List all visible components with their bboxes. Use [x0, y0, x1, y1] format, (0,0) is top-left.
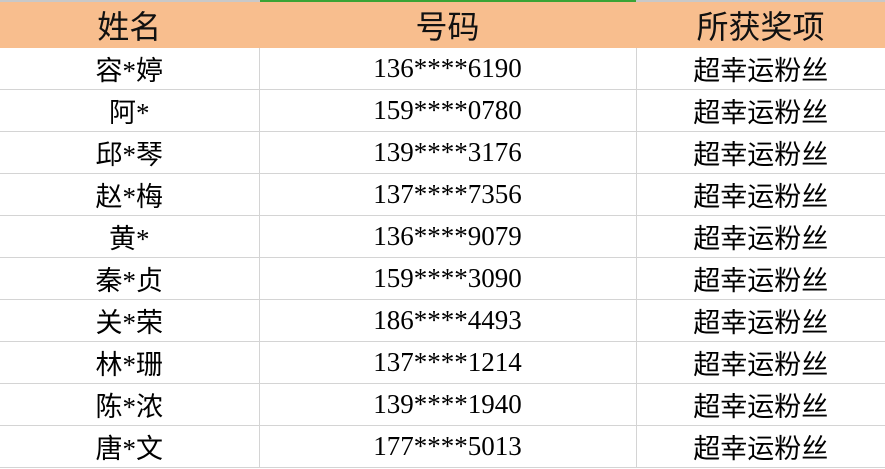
header-row: 姓名 号码 所获奖项 — [0, 2, 885, 48]
cell-award[interactable]: 超幸运粉丝 — [635, 257, 885, 300]
cell-name[interactable]: 阿* — [0, 89, 260, 132]
cell-award[interactable]: 超幸运粉丝 — [635, 425, 885, 468]
cell-name[interactable]: 秦*贞 — [0, 257, 260, 300]
cell-award[interactable]: 超幸运粉丝 — [635, 341, 885, 384]
cell-award[interactable]: 超幸运粉丝 — [635, 383, 885, 426]
cell-award[interactable]: 超幸运粉丝 — [635, 89, 885, 132]
cell-phone[interactable]: 139****1940 — [258, 383, 637, 426]
cell-phone[interactable]: 186****4493 — [258, 299, 637, 342]
table-row: 林*珊 137****1214 超幸运粉丝 — [0, 341, 885, 384]
cell-phone[interactable]: 159****3090 — [258, 257, 637, 300]
header-phone[interactable]: 号码 — [259, 2, 637, 48]
cell-award[interactable]: 超幸运粉丝 — [635, 173, 885, 216]
cell-name[interactable]: 赵*梅 — [0, 173, 260, 216]
table-row: 容*婷 136****6190 超幸运粉丝 — [0, 48, 885, 90]
cell-award[interactable]: 超幸运粉丝 — [635, 215, 885, 258]
cell-phone[interactable]: 136****6190 — [258, 48, 637, 90]
table-row: 关*荣 186****4493 超幸运粉丝 — [0, 299, 885, 342]
cell-name[interactable]: 林*珊 — [0, 341, 260, 384]
cell-phone[interactable]: 137****1214 — [258, 341, 637, 384]
table-row: 阿* 159****0780 超幸运粉丝 — [0, 89, 885, 132]
cell-name[interactable]: 关*荣 — [0, 299, 260, 342]
cell-phone[interactable]: 136****9079 — [258, 215, 637, 258]
cell-award[interactable]: 超幸运粉丝 — [635, 131, 885, 174]
cell-name[interactable]: 黄* — [0, 215, 260, 258]
table-row: 黄* 136****9079 超幸运粉丝 — [0, 215, 885, 258]
table-row: 陈*浓 139****1940 超幸运粉丝 — [0, 383, 885, 426]
header-name[interactable]: 姓名 — [0, 2, 260, 48]
cell-phone[interactable]: 177****5013 — [258, 425, 637, 468]
table-row: 赵*梅 137****7356 超幸运粉丝 — [0, 173, 885, 216]
table-row: 秦*贞 159****3090 超幸运粉丝 — [0, 257, 885, 300]
cell-phone[interactable]: 137****7356 — [258, 173, 637, 216]
cell-phone[interactable]: 139****3176 — [258, 131, 637, 174]
selected-column-indicator — [260, 0, 636, 2]
cell-phone[interactable]: 159****0780 — [258, 89, 637, 132]
cell-award[interactable]: 超幸运粉丝 — [635, 299, 885, 342]
table-body: 容*婷 136****6190 超幸运粉丝 阿* 159****0780 超幸运粉丝 邱*琴… — [0, 48, 885, 468]
cell-name[interactable]: 容*婷 — [0, 48, 260, 90]
cell-name[interactable]: 唐*文 — [0, 425, 260, 468]
header-award[interactable]: 所获奖项 — [636, 2, 885, 48]
table-row: 唐*文 177****5013 超幸运粉丝 — [0, 425, 885, 468]
table-row: 邱*琴 139****3176 超幸运粉丝 — [0, 131, 885, 174]
cell-name[interactable]: 邱*琴 — [0, 131, 260, 174]
cell-name[interactable]: 陈*浓 — [0, 383, 260, 426]
cell-award[interactable]: 超幸运粉丝 — [635, 48, 885, 90]
